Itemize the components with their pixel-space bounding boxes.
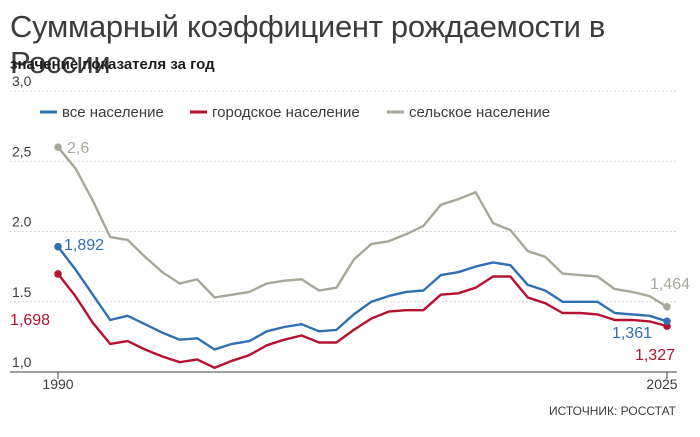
- y-tick-label: 1.5: [12, 284, 32, 300]
- x-tick-label: 1990: [42, 376, 73, 392]
- end-marker-rural: [663, 303, 671, 311]
- legend-label-urban: городское население: [212, 104, 360, 121]
- x-axis: 1990 2025: [10, 371, 678, 392]
- end-marker-total: [663, 317, 671, 326]
- x-tick-label: 2025: [646, 376, 677, 392]
- series-lines: [56, 145, 669, 369]
- start-marker-rural: [54, 143, 62, 151]
- data-label-total: 1,892: [64, 237, 104, 254]
- data-labels: 2,6 1,892 1,698 1,464 1,361 1,327: [10, 140, 690, 364]
- y-tick-label: 2,5: [12, 143, 32, 159]
- data-label-rural: 2,6: [67, 140, 89, 157]
- series-line-rural: [56, 145, 669, 308]
- source-note: ИСТОЧНИК: РОССТАТ: [548, 404, 676, 418]
- start-marker-total: [54, 242, 62, 251]
- grid-lines: [10, 90, 677, 303]
- chart-title: Суммарный коэффициент рождаемости в Росс…: [10, 9, 606, 80]
- data-label-urban: 1,327: [635, 347, 675, 364]
- y-tick-label: 1,0: [12, 354, 32, 370]
- y-tick-label: 2.0: [12, 214, 32, 230]
- data-label-urban: 1,698: [10, 312, 50, 329]
- legend-label-total: все население: [62, 104, 164, 121]
- y-tick-label: 3,0: [12, 73, 32, 89]
- series-line-total: [56, 245, 669, 351]
- chart-subtitle: значение показателя за год: [10, 56, 215, 73]
- data-label-total: 1,361: [612, 325, 652, 342]
- data-label-rural: 1,464: [650, 276, 690, 293]
- legend: все население городское население сельское…: [40, 104, 550, 121]
- start-marker-urban: [54, 270, 62, 278]
- legend-label-rural: сельское население: [409, 104, 550, 121]
- y-axis-ticks: 1,0 1.5 2.0 2,5 3,0: [12, 73, 32, 370]
- endpoint-markers: [54, 143, 671, 330]
- series-line-urban: [56, 272, 669, 369]
